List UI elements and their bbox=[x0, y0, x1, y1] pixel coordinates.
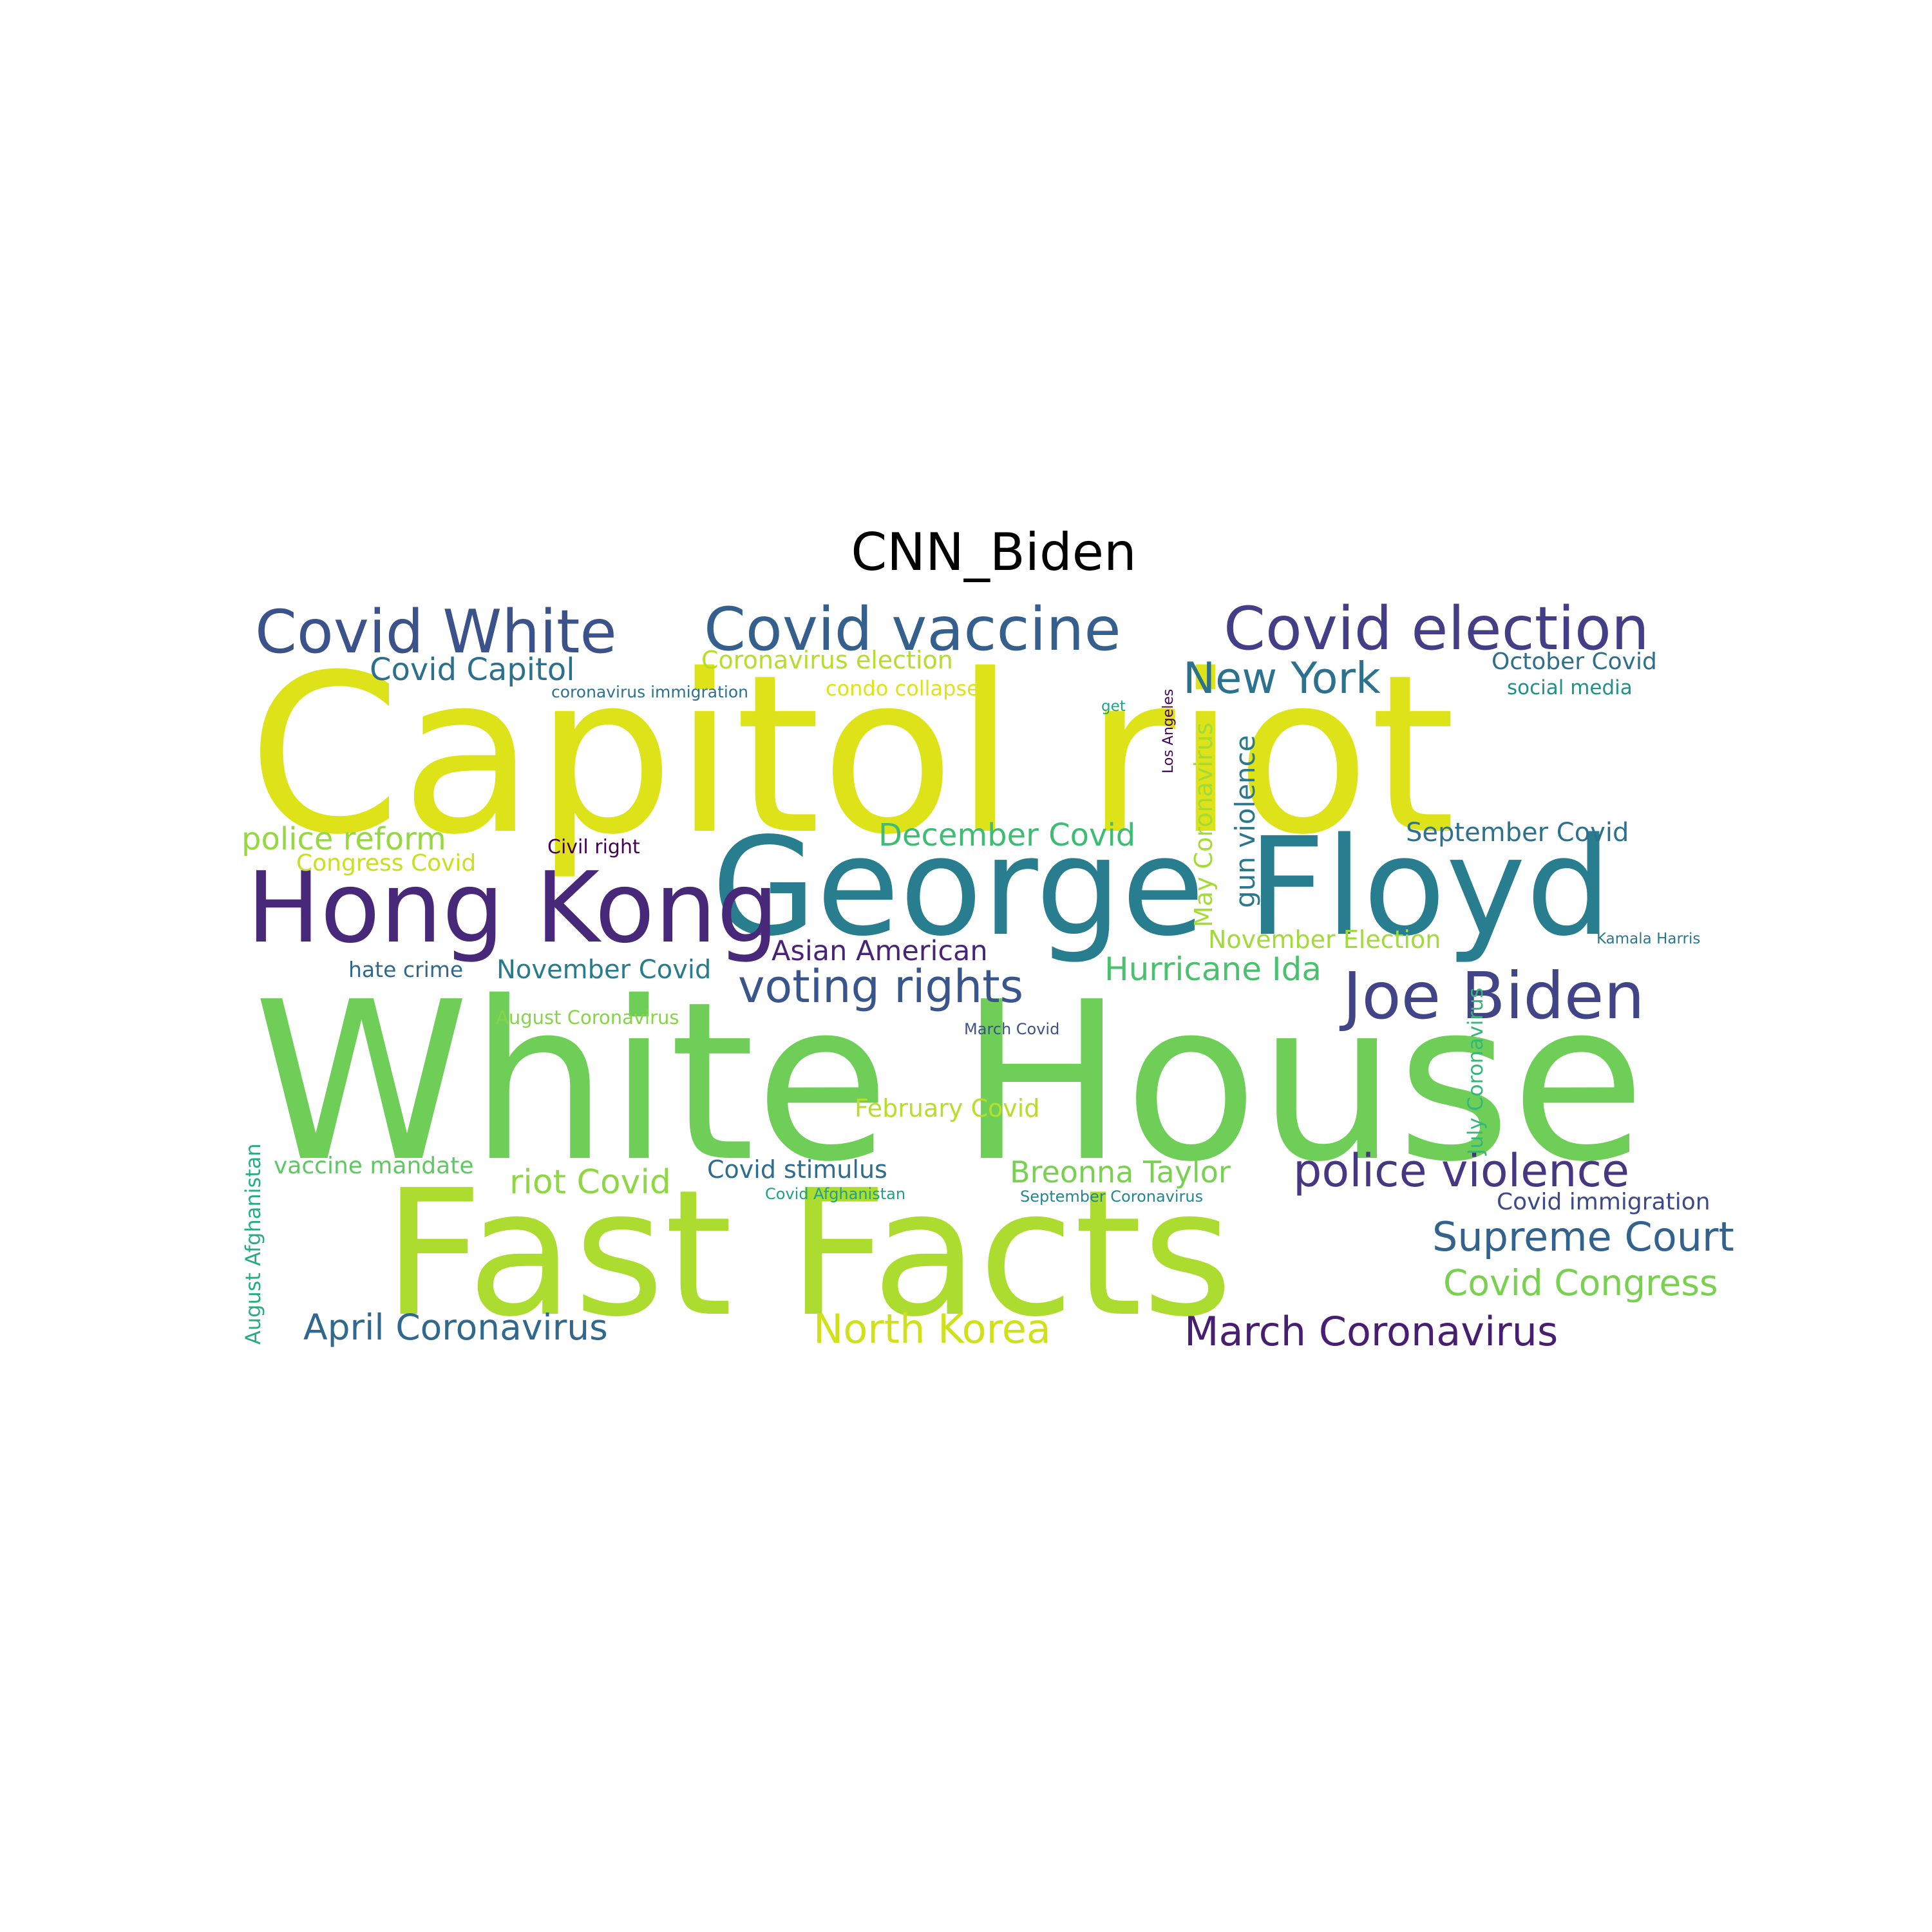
word-covid-vaccine: Covid vaccine bbox=[704, 594, 1121, 664]
word-covid-capitol: Covid Capitol bbox=[370, 652, 575, 688]
word-breonna-taylor: Breonna Taylor bbox=[1010, 1155, 1231, 1189]
word-august-afghanistan: August Afghanistan bbox=[241, 1143, 265, 1345]
word-riot-covid: riot Covid bbox=[509, 1163, 671, 1202]
word-february-covid: February Covid bbox=[855, 1094, 1039, 1122]
word-covid-afghanistan: Covid Afghanistan bbox=[765, 1185, 905, 1203]
word-coronavirus-election: Coronavirus election bbox=[701, 646, 953, 674]
word-police-reform: police reform bbox=[242, 821, 446, 857]
word-covid-immigration: Covid immigration bbox=[1497, 1189, 1710, 1215]
word-congress-covid: Congress Covid bbox=[296, 850, 476, 876]
word-voting-rights: voting rights bbox=[738, 960, 1023, 1013]
word-asian-american: Asian American bbox=[772, 935, 988, 967]
word-may-coronavirus: May Coronavirus bbox=[1189, 723, 1218, 927]
word-los-angeles: Los Angeles bbox=[1160, 689, 1177, 773]
word-hong-kong: Hong Kong bbox=[247, 851, 779, 965]
word-get: get bbox=[1101, 698, 1126, 715]
word-march-coronavirus: March Coronavirus bbox=[1184, 1308, 1558, 1355]
word-kamala-harris: Kamala Harris bbox=[1596, 931, 1700, 947]
word-condo-collapse: condo collapse bbox=[826, 676, 980, 701]
word-fast-facts: Fast Facts bbox=[383, 1152, 1233, 1355]
word-november-election: November Election bbox=[1208, 925, 1441, 954]
word-april-coronavirus: April Coronavirus bbox=[303, 1307, 608, 1348]
word-supreme-court: Supreme Court bbox=[1432, 1213, 1734, 1260]
word-august-coronavirus: August Coronavirus bbox=[496, 1007, 679, 1028]
word-covid-election: Covid election bbox=[1224, 594, 1649, 663]
word-covid-stimulus: Covid stimulus bbox=[707, 1155, 887, 1184]
word-covid-white: Covid White bbox=[255, 597, 617, 667]
word-november-covid: November Covid bbox=[497, 955, 711, 985]
word-september-covid: September Covid bbox=[1406, 818, 1629, 848]
word-new-york: New York bbox=[1183, 653, 1381, 703]
word-joe-biden: Joe Biden bbox=[1339, 958, 1645, 1034]
word-hurricane-ida: Hurricane Ida bbox=[1104, 951, 1321, 988]
word-october-covid: October Covid bbox=[1492, 649, 1657, 675]
word-police-violence: police violence bbox=[1293, 1144, 1629, 1197]
word-july-coronavirus: July Coronavirus bbox=[1463, 988, 1488, 1157]
word-white-house: White House bbox=[253, 955, 1645, 1210]
word-coronavirus-immigration: coronavirus immigration bbox=[551, 683, 748, 701]
word-north-korea: North Korea bbox=[813, 1305, 1051, 1352]
word-vaccine-mandate: vaccine mandate bbox=[274, 1153, 473, 1179]
word-social-media: social media bbox=[1507, 676, 1633, 699]
word-covid-congress: Covid Congress bbox=[1443, 1262, 1718, 1303]
word-september-coronavirus: September Coronavirus bbox=[1020, 1188, 1203, 1206]
word-december-covid: December Covid bbox=[878, 817, 1135, 853]
word-gun-violence: gun violence bbox=[1229, 735, 1261, 908]
chart-title: CNN_Biden bbox=[851, 522, 1136, 582]
word-hate-crime: hate crime bbox=[348, 957, 463, 982]
word-george-floyd: George Floyd bbox=[712, 808, 1612, 966]
word-capitol-riot: Capitol riot bbox=[248, 628, 1455, 883]
word-civil-right: Civil right bbox=[547, 836, 640, 858]
word-march-covid: March Covid bbox=[964, 1020, 1059, 1038]
